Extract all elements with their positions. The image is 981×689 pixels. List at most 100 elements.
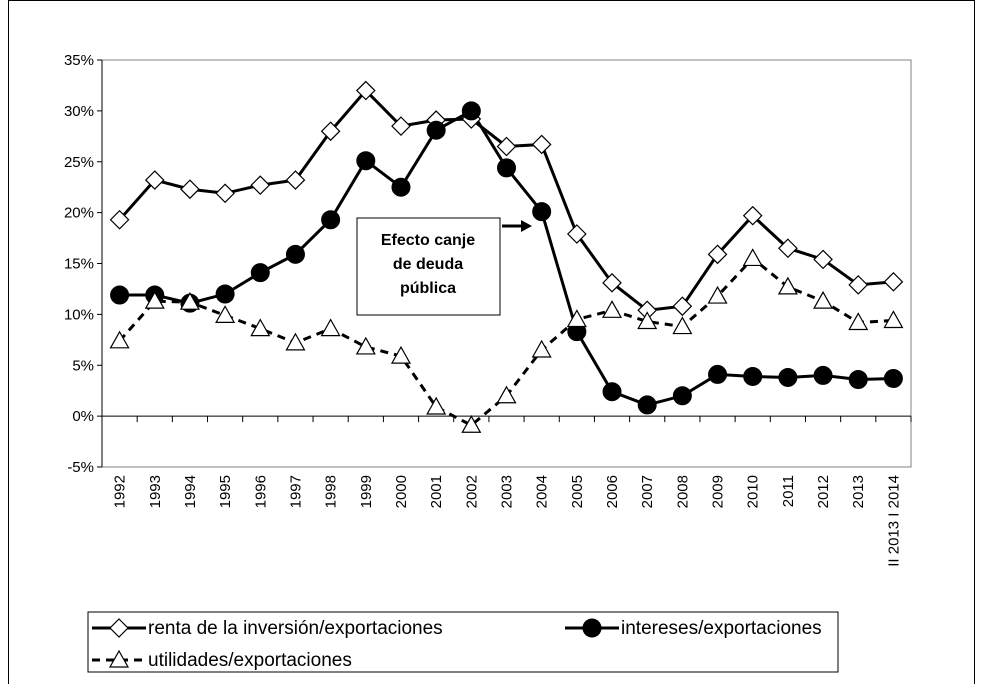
y-tick-label: 0% bbox=[72, 408, 94, 425]
marker bbox=[110, 285, 130, 305]
marker bbox=[320, 121, 341, 142]
legend-label: utilidades/exportaciones bbox=[148, 650, 352, 671]
x-tick-label: 1997 bbox=[287, 475, 304, 508]
marker bbox=[532, 202, 552, 222]
marker bbox=[883, 271, 904, 292]
x-tick-label: 1996 bbox=[252, 475, 269, 508]
marker bbox=[250, 263, 270, 283]
x-tick-label: 1999 bbox=[358, 475, 375, 508]
marker bbox=[813, 249, 833, 270]
x-tick-label: 1992 bbox=[112, 475, 129, 508]
x-tick-label: 2001 bbox=[428, 475, 445, 508]
marker bbox=[813, 290, 834, 309]
marker bbox=[531, 134, 552, 155]
marker bbox=[778, 238, 798, 259]
marker bbox=[215, 305, 236, 323]
x-tick-label: 2008 bbox=[674, 475, 691, 508]
marker bbox=[108, 649, 130, 668]
marker bbox=[497, 158, 516, 178]
x-tick-label: 1993 bbox=[147, 475, 164, 508]
annotation-text: Efecto canje bbox=[381, 232, 475, 249]
marker bbox=[496, 136, 517, 157]
x-tick-label: 2007 bbox=[639, 475, 656, 508]
annotation-box bbox=[356, 217, 501, 316]
marker bbox=[250, 318, 271, 337]
marker bbox=[742, 205, 763, 226]
marker bbox=[109, 330, 130, 349]
x-tick-label: 2005 bbox=[569, 475, 586, 508]
y-tick-label: 10% bbox=[64, 306, 94, 323]
marker bbox=[848, 275, 869, 295]
marker bbox=[355, 336, 376, 355]
marker bbox=[391, 177, 411, 197]
marker bbox=[461, 415, 482, 433]
marker bbox=[285, 244, 305, 264]
annotation-arrowhead bbox=[521, 220, 532, 232]
marker bbox=[180, 179, 200, 200]
legend-label: renta de la inversión/exportaciones bbox=[148, 618, 443, 639]
x-tick-label: 2010 bbox=[745, 475, 762, 508]
marker bbox=[672, 386, 692, 406]
marker bbox=[742, 248, 763, 267]
x-tick-label: 1995 bbox=[217, 475, 234, 508]
marker bbox=[602, 272, 622, 293]
x-tick-label: 1994 bbox=[182, 475, 199, 508]
marker bbox=[355, 80, 376, 101]
x-tick-label: 2012 bbox=[815, 475, 832, 508]
marker bbox=[566, 224, 587, 244]
x-tick-label: 2004 bbox=[534, 475, 551, 508]
x-tick-label: II 2013 I 2014 bbox=[885, 475, 902, 567]
marker bbox=[813, 365, 833, 385]
x-tick-label: 2013 bbox=[850, 475, 867, 508]
marker bbox=[848, 312, 869, 331]
marker bbox=[777, 276, 798, 295]
marker bbox=[215, 284, 235, 304]
marker bbox=[215, 183, 235, 204]
marker bbox=[566, 309, 587, 328]
x-tick-label: 2003 bbox=[499, 475, 516, 508]
y-tick-label: 35% bbox=[64, 52, 94, 69]
marker bbox=[144, 170, 165, 190]
y-tick-label: 20% bbox=[64, 205, 94, 222]
marker bbox=[426, 120, 446, 140]
marker bbox=[778, 367, 798, 387]
marker bbox=[390, 345, 412, 364]
marker bbox=[496, 385, 517, 404]
chart-frame bbox=[8, 0, 975, 689]
marker bbox=[109, 209, 130, 230]
marker bbox=[707, 244, 728, 265]
x-tick-label: 2011 bbox=[780, 475, 797, 507]
marker bbox=[601, 300, 623, 318]
annotation-text: de deuda bbox=[393, 256, 463, 273]
marker bbox=[144, 290, 165, 309]
y-tick-label: 5% bbox=[72, 357, 94, 374]
marker bbox=[637, 311, 658, 330]
marker bbox=[672, 316, 693, 335]
y-tick-label: 30% bbox=[64, 103, 94, 120]
marker bbox=[179, 291, 200, 310]
marker bbox=[848, 369, 868, 389]
marker bbox=[637, 395, 657, 415]
marker bbox=[426, 396, 447, 415]
y-tick-label: -5% bbox=[67, 459, 94, 476]
marker bbox=[531, 339, 552, 358]
marker bbox=[285, 332, 306, 351]
x-tick-label: 2009 bbox=[710, 475, 727, 508]
marker bbox=[672, 296, 693, 317]
marker bbox=[708, 364, 728, 384]
marker bbox=[250, 175, 271, 196]
marker bbox=[321, 210, 341, 230]
marker bbox=[707, 285, 728, 304]
marker bbox=[285, 170, 306, 190]
marker bbox=[582, 618, 602, 638]
x-tick-label: 2002 bbox=[463, 475, 480, 508]
legend-label: intereses/exportaciones bbox=[621, 618, 822, 639]
marker bbox=[883, 310, 904, 329]
marker bbox=[883, 368, 903, 388]
legend-box bbox=[87, 611, 839, 673]
marker bbox=[320, 318, 341, 337]
x-tick-label: 2000 bbox=[393, 475, 410, 508]
annotation-text: pública bbox=[400, 280, 456, 297]
marker bbox=[109, 618, 129, 638]
